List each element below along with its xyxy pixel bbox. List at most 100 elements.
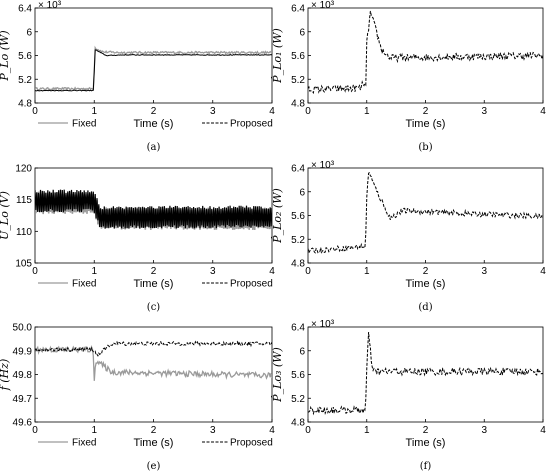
x-tick-label: 3: [210, 106, 216, 117]
y-tick-label: 6.4: [18, 4, 32, 15]
series-proposed-line: [308, 331, 543, 416]
x-tick-label: 0: [305, 425, 311, 436]
y-tick-label: 115: [16, 195, 32, 206]
y-tick-label: 5.6: [291, 370, 305, 381]
y-tick-label: 5.2: [291, 75, 305, 86]
x-tick-label: 0: [305, 106, 311, 117]
chart-b: 0 1 2 3 4 4.8 5.2 5.6 6 6.4 × 10³ P̂_Lo₁ (W) Time (s…: [271, 0, 546, 153]
y-tick-label: 6.4: [291, 4, 305, 15]
y-tick-label: 6.4: [291, 323, 305, 334]
series-fixed-line: [35, 344, 272, 381]
x-tick-label: 0: [305, 266, 311, 277]
axis-multiplier: × 10³: [38, 0, 62, 11]
y-tick-label: 4.8: [291, 259, 305, 270]
y-tick-label: 6.4: [291, 164, 305, 175]
series-proposed-line: [35, 189, 272, 229]
x-tick-label: 3: [481, 106, 487, 117]
x-axis-label: Time (s): [134, 437, 174, 449]
x-tick-label: 0: [32, 266, 38, 277]
axis-multiplier: × 10³: [311, 160, 335, 171]
y-tick-label: 49.9: [13, 346, 33, 357]
series-fixed-line: [35, 45, 272, 92]
y-tick-label: 5.6: [18, 51, 32, 62]
y-axis-label: U_Lo (V): [0, 191, 11, 240]
x-axis-label: Time (s): [406, 278, 446, 290]
series-proposed-line: [35, 339, 272, 357]
x-tick-label: 3: [210, 266, 216, 277]
y-axis-label: P̂_Lo₂ (W): [271, 188, 284, 244]
series-proposed-line: [308, 172, 543, 255]
y-axis-label: f (Hz): [0, 359, 11, 392]
x-tick-label: 2: [423, 425, 429, 436]
y-tick-label: 49.7: [13, 394, 33, 405]
x-axis-label: Time (s): [406, 118, 446, 130]
y-tick-label: 5.2: [291, 394, 305, 405]
series-proposed-line: [35, 49, 272, 92]
series-proposed-line: [308, 10, 543, 95]
x-tick-label: 2: [423, 266, 429, 277]
x-tick-label: 3: [481, 425, 487, 436]
x-tick-label: 2: [151, 266, 157, 277]
chart-e: 0 1 2 3 4 49.6 49.7 49.8 49.9 50.0 f (Hz) Time (s) (…: [0, 323, 275, 472]
x-tick-label: 0: [32, 106, 38, 117]
plot-frame: [307, 167, 544, 264]
legend-label-fixed: Fixed: [72, 438, 96, 449]
y-tick-label: 49.8: [13, 370, 33, 381]
x-tick-label: 1: [91, 425, 97, 436]
y-axis-label: P_Lo (W): [0, 30, 11, 81]
chart-d: 0 1 2 3 4 4.8 5.2 5.6 6 6.4 × 10³ P̂_Lo₂ (W) Time (s…: [271, 160, 546, 313]
x-tick-label: 4: [540, 266, 546, 277]
x-tick-label: 4: [540, 106, 546, 117]
x-tick-label: 2: [423, 106, 429, 117]
x-tick-label: 2: [151, 106, 157, 117]
axis-multiplier: × 10³: [311, 0, 335, 11]
legend-label-proposed: Proposed: [230, 279, 273, 290]
x-tick-label: 1: [91, 266, 97, 277]
panel-caption: (e): [147, 461, 161, 472]
legend-label-fixed: Fixed: [72, 279, 96, 290]
y-tick-label: 120: [15, 164, 32, 175]
panel-caption: (a): [147, 142, 161, 153]
panel-caption: (d): [418, 302, 432, 313]
x-tick-label: 4: [540, 425, 546, 436]
chart-f: 0 1 2 3 4 4.8 5.2 5.6 6 6.4 × 10³ P̂_Lo₃ (W) Time (s…: [271, 319, 546, 472]
x-tick-label: 1: [91, 106, 97, 117]
y-tick-label: 5.2: [291, 235, 305, 246]
x-tick-label: 1: [364, 425, 370, 436]
x-axis-label: Time (s): [134, 118, 174, 130]
x-tick-label: 3: [481, 266, 487, 277]
y-tick-label: 5.2: [18, 75, 32, 86]
y-tick-label: 4.8: [291, 99, 305, 110]
x-tick-label: 4: [269, 425, 275, 436]
y-tick-label: 110: [16, 227, 32, 238]
y-axis-label: P̂_Lo₁ (W): [271, 28, 284, 84]
panel-caption: (f): [420, 461, 432, 472]
y-tick-label: 49.6: [13, 418, 33, 429]
x-tick-label: 4: [269, 106, 275, 117]
y-tick-label: 50.0: [13, 323, 33, 334]
y-tick-label: 6: [299, 346, 305, 357]
chart-a: 0 1 2 3 4 4.8 5.2 5.6 6 6.4 × 10³ P_Lo (W) Time (s) (…: [0, 0, 275, 153]
panel-caption: (c): [147, 302, 161, 313]
x-tick-label: 1: [364, 106, 370, 117]
x-tick-label: 0: [32, 425, 38, 436]
legend-label-proposed: Proposed: [230, 119, 273, 130]
y-tick-label: 4.8: [291, 418, 305, 429]
panel-caption: (b): [418, 142, 432, 153]
legend-label-proposed: Proposed: [230, 438, 273, 449]
x-tick-label: 2: [151, 425, 157, 436]
x-tick-label: 4: [269, 266, 275, 277]
y-tick-label: 6: [299, 187, 305, 198]
x-axis-label: Time (s): [406, 437, 446, 449]
x-axis-label: Time (s): [134, 278, 174, 290]
legend-label-fixed: Fixed: [72, 119, 96, 130]
y-tick-label: 6: [299, 27, 305, 38]
chart-c: 0 1 2 3 4 105 110 115 120 U_Lo (V) Time (s) (c) Fixe…: [0, 164, 275, 314]
axis-multiplier: × 10³: [311, 319, 335, 330]
x-tick-label: 1: [364, 266, 370, 277]
y-axis-label: P̂_Lo₃ (W): [271, 347, 284, 403]
y-tick-label: 105: [15, 259, 32, 270]
y-tick-label: 5.6: [291, 51, 305, 62]
x-tick-label: 3: [210, 425, 216, 436]
